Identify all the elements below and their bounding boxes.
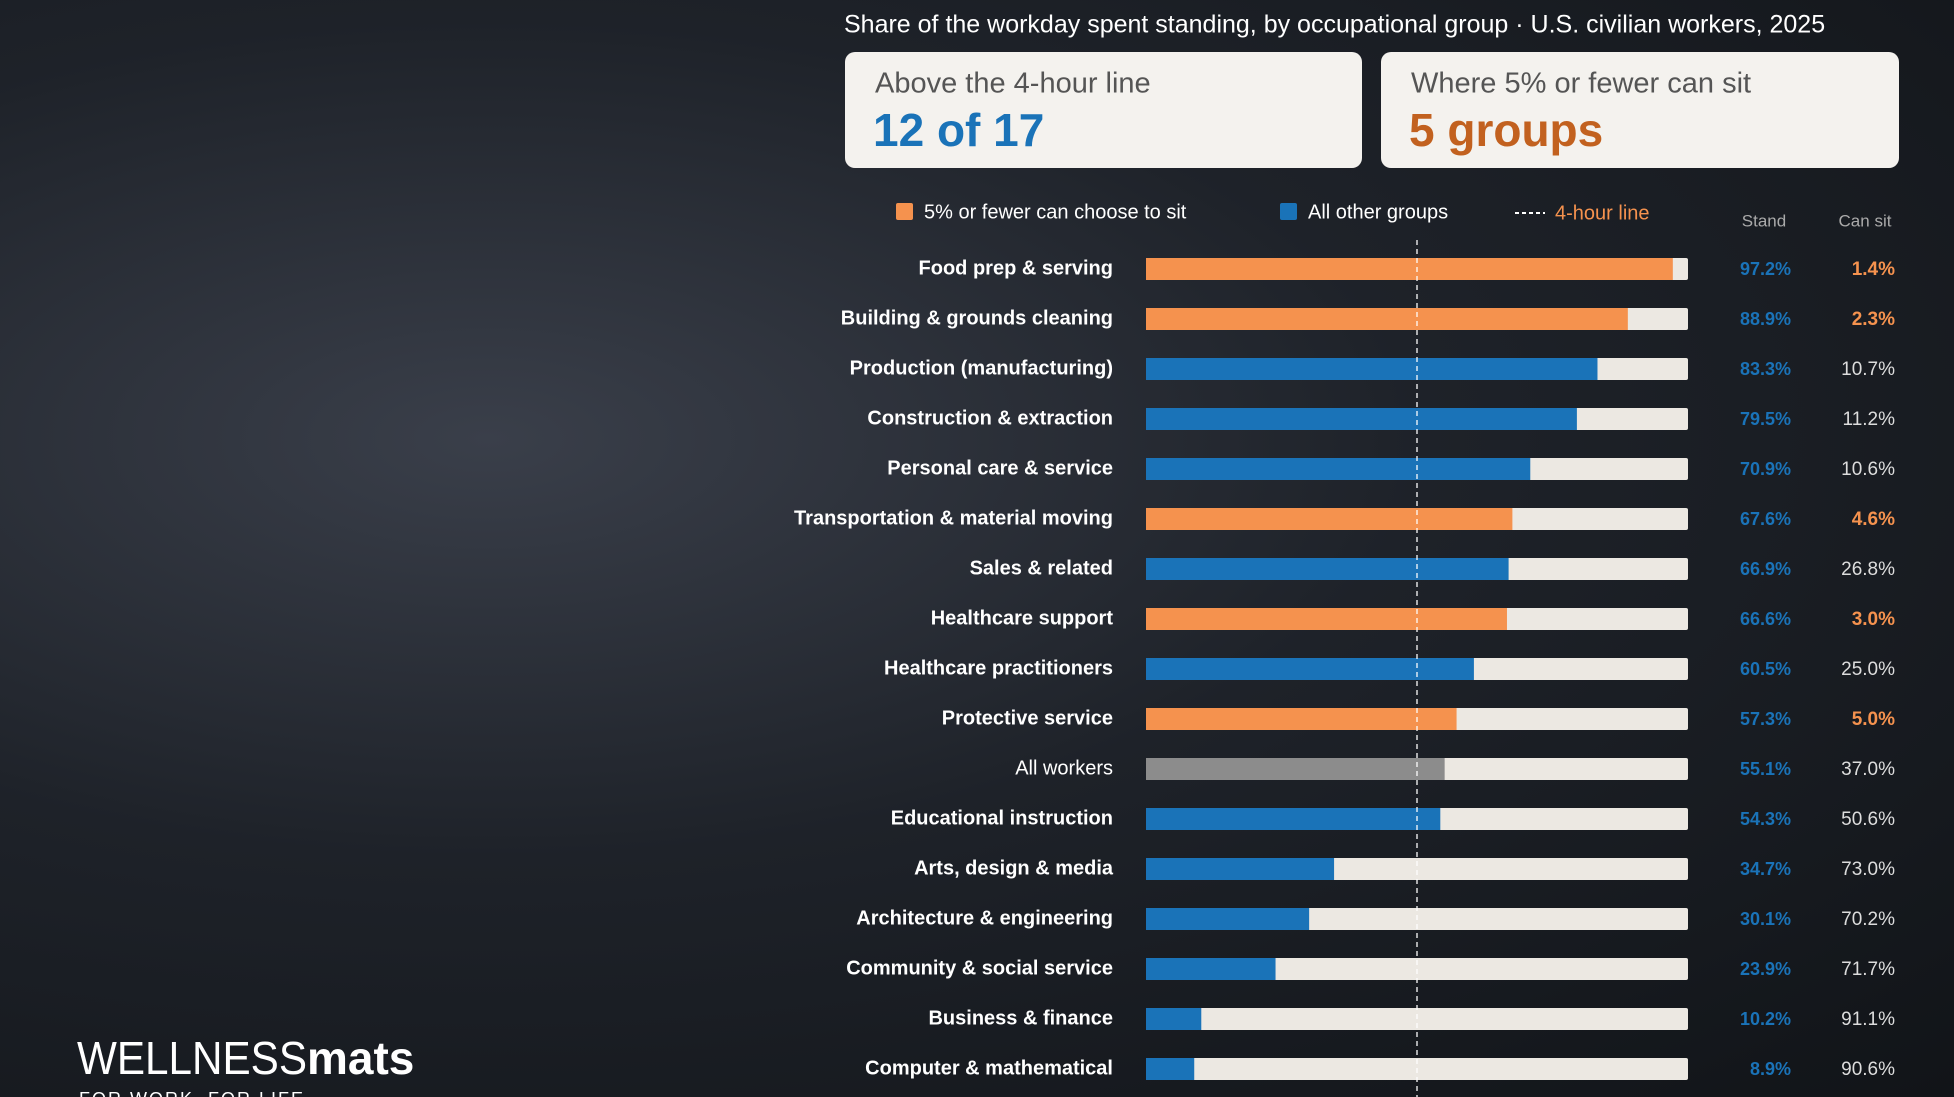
legend-label: All other groups xyxy=(1308,201,1448,223)
bar xyxy=(1146,308,1628,330)
bar xyxy=(1146,758,1445,780)
legend-label: 4-hour line xyxy=(1555,202,1650,224)
card xyxy=(845,52,1362,168)
card-value: 12 of 17 xyxy=(873,104,1044,156)
stand-label: 66.9% xyxy=(1740,559,1791,579)
bar xyxy=(1146,558,1509,580)
category-label: Production (manufacturing) xyxy=(850,357,1113,379)
stand-label: 57.3% xyxy=(1740,709,1791,729)
can-sit-label: 91.1% xyxy=(1841,1009,1895,1030)
can-sit-label: 3.0% xyxy=(1852,609,1895,630)
bar xyxy=(1146,908,1310,930)
category-label: Healthcare practitioners xyxy=(884,657,1113,679)
can-sit-label: 70.2% xyxy=(1841,909,1895,930)
bar xyxy=(1146,258,1673,280)
category-label: Protective service xyxy=(942,707,1113,729)
category-label: Personal care & service xyxy=(887,457,1113,479)
category-label: Food prep & serving xyxy=(919,257,1113,279)
legend-swatch xyxy=(1280,203,1297,220)
category-label: Community & social service xyxy=(846,957,1113,979)
category-label: All workers xyxy=(1015,757,1113,779)
category-label: Architecture & engineering xyxy=(856,907,1113,929)
can-sit-label: 1.4% xyxy=(1852,259,1895,280)
legend-label: 5% or fewer can choose to sit xyxy=(924,201,1187,223)
legend-swatch xyxy=(896,203,913,220)
bar xyxy=(1146,408,1577,430)
stand-label: 66.6% xyxy=(1740,609,1791,629)
card-label: Where 5% or fewer can sit xyxy=(1411,68,1751,100)
stand-label: 83.3% xyxy=(1740,359,1791,379)
card-value: 5 groups xyxy=(1409,104,1603,156)
category-label: Computer & mathematical xyxy=(865,1057,1113,1079)
bar xyxy=(1146,708,1457,730)
can-sit-label: 71.7% xyxy=(1841,959,1895,980)
stand-label: 88.9% xyxy=(1740,309,1791,329)
card xyxy=(1381,52,1899,168)
can-sit-label: 10.7% xyxy=(1841,359,1895,380)
bar xyxy=(1146,808,1441,830)
logo-tagline: FOR WORK. FOR LIFE xyxy=(79,1089,305,1097)
category-label: Transportation & material moving xyxy=(794,507,1113,529)
can-sit-label: 4.6% xyxy=(1852,509,1895,530)
category-label: Construction & extraction xyxy=(867,407,1113,429)
can-sit-label: 26.8% xyxy=(1841,559,1895,580)
stand-label: 10.2% xyxy=(1740,1009,1791,1029)
bar xyxy=(1146,658,1474,680)
can-sit-label: 10.6% xyxy=(1841,459,1895,480)
column-header: Can sit xyxy=(1839,211,1892,230)
can-sit-label: 73.0% xyxy=(1841,859,1895,880)
logo-light: WELLNESS xyxy=(77,1032,307,1084)
stand-label: 60.5% xyxy=(1740,659,1791,679)
category-label: Sales & related xyxy=(970,557,1113,579)
can-sit-label: 5.0% xyxy=(1852,709,1895,730)
stand-label: 70.9% xyxy=(1740,459,1791,479)
stand-label: 67.6% xyxy=(1740,509,1791,529)
category-label: Arts, design & media xyxy=(914,857,1114,879)
can-sit-label: 37.0% xyxy=(1841,759,1895,780)
category-label: Business & finance xyxy=(928,1007,1113,1029)
bar xyxy=(1146,1008,1202,1030)
stand-label: 97.2% xyxy=(1740,259,1791,279)
stand-label: 8.9% xyxy=(1750,1059,1791,1079)
card-label: Above the 4-hour line xyxy=(875,68,1151,100)
bar xyxy=(1146,1058,1195,1080)
stand-label: 55.1% xyxy=(1740,759,1791,779)
category-label: Healthcare support xyxy=(931,607,1114,629)
stand-label: 23.9% xyxy=(1740,959,1791,979)
bar xyxy=(1146,608,1507,630)
subtitle: Share of the workday spent standing, by … xyxy=(844,11,1825,39)
can-sit-label: 50.6% xyxy=(1841,809,1895,830)
stand-label: 34.7% xyxy=(1740,859,1791,879)
stand-label: 54.3% xyxy=(1740,809,1791,829)
category-label: Educational instruction xyxy=(891,807,1113,829)
bar xyxy=(1146,458,1531,480)
can-sit-label: 2.3% xyxy=(1852,309,1895,330)
bar xyxy=(1146,858,1335,880)
bar xyxy=(1146,358,1598,380)
bar xyxy=(1146,958,1276,980)
logo: WELLNESSmats xyxy=(77,1032,414,1084)
category-label: Building & grounds cleaning xyxy=(841,307,1113,329)
can-sit-label: 11.2% xyxy=(1843,409,1896,430)
stand-label: 30.1% xyxy=(1740,909,1791,929)
column-header: Stand xyxy=(1742,211,1786,230)
can-sit-label: 25.0% xyxy=(1841,659,1895,680)
stand-label: 79.5% xyxy=(1740,409,1791,429)
can-sit-label: 90.6% xyxy=(1841,1059,1895,1080)
logo-bold: mats xyxy=(307,1032,414,1084)
bar xyxy=(1146,508,1513,530)
